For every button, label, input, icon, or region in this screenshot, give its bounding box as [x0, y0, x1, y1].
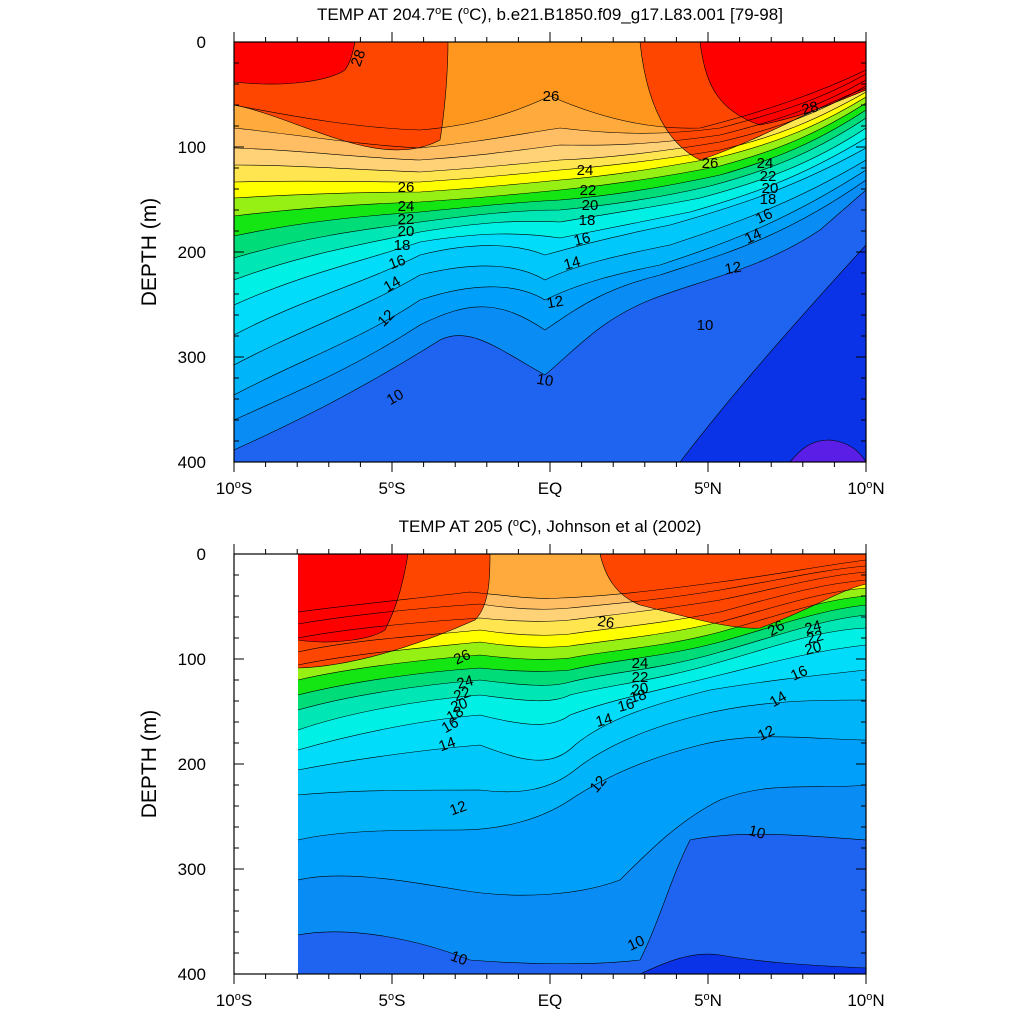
contour-label: 14: [381, 273, 404, 296]
contour-label: 22: [398, 211, 415, 228]
contour-label: 24: [632, 655, 649, 672]
contour-label: 22: [760, 168, 777, 185]
contour-label: 20: [398, 223, 415, 240]
contour-label: 26: [543, 88, 560, 105]
y-tick-label: 0: [197, 33, 206, 52]
contour-label: 20: [630, 680, 649, 700]
x-tick-label: 10oN: [847, 991, 884, 1010]
x-tick-label: 10oS: [216, 991, 252, 1010]
top-axes: 10oS 5oS EQ 5oN 10oN 0 100 200 300 400: [178, 32, 885, 498]
x-tick-label: EQ: [538, 479, 563, 498]
contour-label: 28: [348, 47, 370, 68]
bottom-y-axis-label: DEPTH (m): [138, 710, 161, 819]
x-tick-label: 5oS: [379, 479, 406, 498]
x-tick-label: 5oS: [379, 991, 406, 1010]
contour-label: 20: [762, 180, 779, 197]
contour-label: 12: [723, 259, 742, 279]
contour-label: 14: [562, 253, 583, 274]
contour-label: 18: [579, 212, 596, 229]
contour-label: 16: [616, 695, 637, 716]
contour-label: 26: [451, 646, 473, 668]
top-contour-labels: 2828262626242422222020181816161414121212…: [348, 47, 821, 409]
contour-label: 20: [582, 197, 599, 214]
x-tick-label: 5oN: [694, 991, 722, 1010]
contour-label: 14: [742, 225, 764, 247]
contour-label: 16: [386, 252, 407, 274]
y-tick-label: 300: [178, 348, 206, 367]
contour-label: 14: [436, 734, 457, 756]
contour-label: 24: [577, 162, 594, 179]
contour-label: 18: [394, 237, 411, 254]
contour-label: 16: [788, 662, 810, 684]
bottom-panel-title: TEMP AT 205 (oC), Johnson et al (2002): [399, 517, 702, 536]
contour-label: 12: [755, 722, 777, 744]
contour-label: 10: [625, 932, 647, 954]
y-tick-label: 300: [178, 860, 206, 879]
contour-label: 18: [628, 686, 649, 707]
contour-label: 26: [398, 179, 415, 196]
bottom-contour-fill: [234, 554, 866, 974]
bottom-axes: 10oS 5oS EQ 5oN 10oN 0 100 200 300 400: [178, 544, 885, 1010]
contour-label: 26: [702, 155, 719, 172]
bottom-panel: TEMP AT 205 (oC), Johnson et al (2002): [138, 517, 885, 1010]
y-tick-label: 0: [197, 545, 206, 564]
contour-label: 16: [753, 205, 775, 227]
contour-label: 12: [447, 798, 468, 820]
contour-label: 28: [800, 98, 821, 119]
contour-label: 24: [757, 155, 774, 172]
y-tick-label: 200: [178, 755, 206, 774]
contour-label: 10: [747, 822, 768, 843]
y-tick-label: 400: [178, 453, 206, 472]
contour-label: 22: [580, 182, 597, 199]
y-tick-label: 100: [178, 650, 206, 669]
contour-label: 22: [632, 669, 649, 686]
x-tick-label: 10oS: [216, 479, 252, 498]
contour-label: 24: [398, 198, 415, 215]
x-tick-label: EQ: [538, 991, 563, 1010]
contour-label: 26: [596, 613, 615, 633]
contour-label: 22: [451, 684, 472, 706]
top-contour-lines: [234, 42, 866, 462]
contour-label: 14: [767, 688, 790, 711]
x-tick-label: 5oN: [694, 479, 722, 498]
bottom-contour-lines: [297, 554, 866, 974]
contour-label: 16: [572, 229, 593, 250]
contour-label: 20: [803, 638, 824, 659]
contour-label: 18: [444, 703, 467, 726]
y-tick-label: 400: [178, 965, 206, 984]
contour-label: 10: [448, 948, 469, 970]
bottom-contour-labels: 2626242422222020181816161414121212101010…: [436, 613, 825, 970]
contour-label: 12: [545, 293, 564, 313]
contour-label: 10: [697, 317, 714, 334]
contour-label: 20: [448, 695, 469, 717]
top-panel-title: TEMP AT 204.7oE (oC), b.e21.B1850.f09_g1…: [317, 5, 783, 24]
x-tick-label: 10oN: [847, 479, 884, 498]
top-contour-fill: [234, 42, 866, 462]
contour-label: 18: [760, 191, 777, 208]
contour-label: 10: [384, 386, 407, 409]
y-tick-label: 200: [178, 243, 206, 262]
contour-label: 26: [765, 617, 788, 640]
y-tick-label: 100: [178, 138, 206, 157]
contour-label: 10: [535, 371, 554, 391]
contour-label: 22: [805, 627, 826, 648]
contour-label: 24: [803, 617, 824, 638]
contour-label: 24: [455, 672, 476, 693]
top-y-axis-label: DEPTH (m): [138, 198, 161, 307]
top-panel: TEMP AT 204.7oE (oC), b.e21.B1850.f09_g1…: [138, 5, 885, 498]
contour-label: 16: [439, 714, 462, 737]
contour-label: 14: [594, 710, 615, 731]
